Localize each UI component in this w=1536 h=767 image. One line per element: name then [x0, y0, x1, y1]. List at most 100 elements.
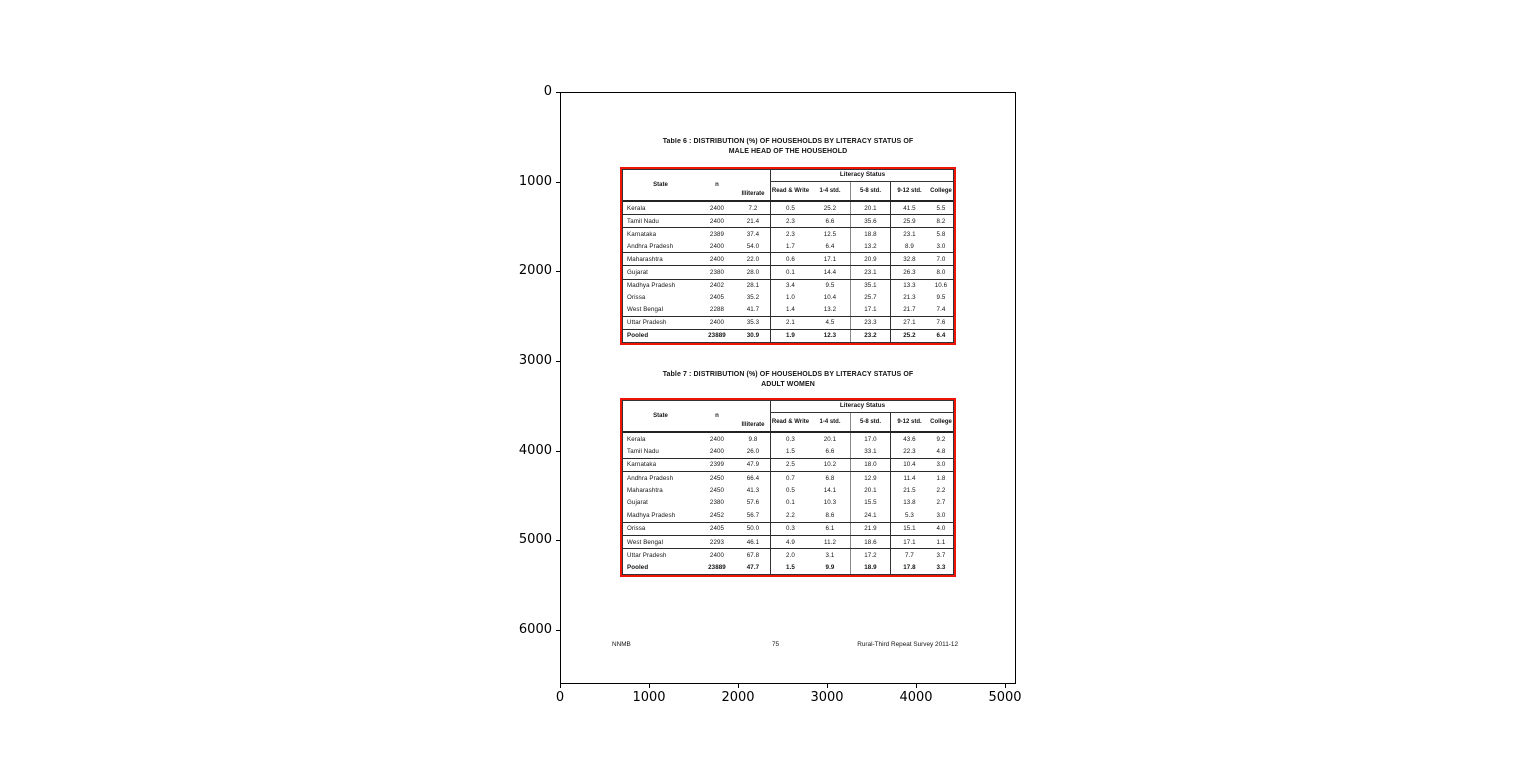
- column-header: Illiterate: [741, 421, 765, 428]
- table-cell: 35.3: [746, 319, 760, 327]
- table-row: Kerala 2400 7.2 0.5 25.2 20.1 41.5 5.5: [623, 202, 953, 216]
- table-cell: 0.3: [770, 522, 810, 535]
- state-name-cell: Pooled: [627, 564, 649, 572]
- group-header: Literacy Status: [770, 401, 954, 413]
- table-6-title-line-2: MALE HEAD OF THE HOUSEHOLD: [728, 147, 848, 155]
- table-row: Gujarat 2380 57.6 0.1 10.3 15.5 13.8 2.7: [623, 496, 953, 510]
- table-cell: 7.7: [890, 549, 928, 562]
- column-header: 9-12 std.: [890, 413, 928, 431]
- y-tick: [556, 540, 560, 541]
- x-tick: [916, 684, 917, 688]
- literacy-table: State n Illiterate Literacy Status Read & Wr…: [622, 169, 954, 343]
- y-tick: [556, 361, 560, 362]
- state-name-cell: Madhya Pradesh: [627, 511, 676, 519]
- x-tick-label: 2000: [721, 690, 755, 705]
- table-cell: 25.2: [823, 204, 837, 212]
- state-name-cell: Madhya Pradesh: [627, 282, 676, 290]
- table-cell: 13.2: [850, 240, 890, 253]
- table-cell: 14.1: [823, 487, 837, 495]
- table-cell: 0.1: [770, 266, 810, 279]
- table-cell: 13.2: [823, 306, 837, 314]
- table-cell: 10.6: [934, 282, 948, 290]
- column-header: Read & Write: [770, 413, 810, 431]
- table-row: Uttar Pradesh 2400 35.3 2.1 4.5 23.3 27.1 7.6: [623, 316, 953, 330]
- table-cell: 9.8: [748, 435, 758, 443]
- state-name-cell: West Bengal: [627, 306, 664, 314]
- table-cell: 1.5: [770, 561, 810, 574]
- x-tick: [827, 684, 828, 688]
- table-row: West Bengal 2288 41.7 1.4 13.2 17.1 21.7 7.4: [623, 303, 953, 317]
- table-cell: 37.4: [746, 230, 760, 238]
- table-cell: 20.1: [850, 202, 890, 215]
- table-cell: 1.5: [770, 445, 810, 458]
- y-tick-label: 3000: [518, 353, 552, 368]
- table-cell: 28.0: [746, 269, 760, 277]
- table-cell: 9.5: [936, 294, 946, 302]
- table-cell: 3.0: [936, 461, 946, 469]
- column-header: 5-8 std.: [850, 413, 890, 431]
- x-tick-label: 1000: [632, 690, 666, 705]
- table-cell: 20.1: [850, 484, 890, 497]
- state-name-cell: Karnataka: [627, 461, 657, 469]
- y-tick: [556, 271, 560, 272]
- table-cell: 8.6: [825, 511, 835, 519]
- state-name-cell: Gujarat: [627, 499, 648, 507]
- table-cell: 2288: [709, 306, 725, 314]
- table-cell: 6.4: [936, 332, 946, 340]
- table-cell: 2405: [709, 525, 725, 533]
- table-cell: 4.0: [936, 525, 946, 533]
- y-tick: [556, 630, 560, 631]
- table-cell: 25.7: [850, 291, 890, 304]
- x-tick: [738, 684, 739, 688]
- table-row: Karnataka 2389 37.4 2.3 12.5 18.8 23.1 5.8: [623, 228, 953, 241]
- table-cell: 17.2: [850, 549, 890, 562]
- table-cell: 2400: [709, 255, 725, 263]
- table-cell: 13.3: [890, 279, 928, 292]
- table-cell: 15.1: [890, 522, 928, 535]
- table-cell: 18.9: [850, 561, 890, 574]
- table-cell: 41.7: [746, 306, 760, 314]
- table-cell: 24.1: [850, 509, 890, 522]
- table-cell: 2389: [709, 230, 725, 238]
- table-cell: 2400: [709, 204, 725, 212]
- column-header: n: [715, 181, 719, 188]
- table-cell: 6.6: [825, 217, 835, 225]
- table-cell: 1.0: [770, 291, 810, 304]
- table-cell: 6.1: [825, 525, 835, 533]
- table-cell: 6.8: [825, 474, 835, 482]
- state-name-cell: West Bengal: [627, 538, 664, 546]
- state-name-cell: Tamil Nadu: [627, 217, 659, 225]
- state-name-cell: Maharashtra: [627, 255, 663, 263]
- table-cell: 2293: [709, 538, 725, 546]
- column-header: 9-12 std.: [890, 182, 928, 200]
- table-cell: 17.1: [890, 535, 928, 549]
- table-row: Karnataka 2399 47.9 2.5 10.2 18.0 10.4 3.0: [623, 458, 953, 473]
- table-cell: 1.7: [770, 240, 810, 253]
- table-row: Pooled 23889 30.9 1.9 12.3 23.2 25.2 6.4: [623, 329, 953, 343]
- y-tick-label: 4000: [518, 443, 552, 458]
- table-cell: 2400: [709, 435, 725, 443]
- table-cell: 12.3: [823, 332, 837, 340]
- column-header: 5-8 std.: [850, 182, 890, 200]
- column-header: State: [653, 181, 668, 188]
- table-cell: 20.9: [850, 253, 890, 266]
- state-name-cell: Tamil Nadu: [627, 448, 659, 456]
- table-cell: 23.1: [890, 228, 928, 241]
- state-name-cell: Orissa: [627, 294, 646, 302]
- table-6-annotation-box: State n Illiterate Literacy Status Read & Wr…: [620, 167, 956, 345]
- table-cell: 9.2: [936, 435, 946, 443]
- table-row: Maharashtra 2450 41.3 0.5 14.1 20.1 21.5 2.2: [623, 484, 953, 497]
- table-cell: 11.4: [890, 472, 928, 485]
- table-cell: 10.4: [890, 458, 928, 472]
- state-name-cell: Uttar Pradesh: [627, 319, 667, 327]
- table-cell: 2405: [709, 294, 725, 302]
- table-7-title: Table 7 : DISTRIBUTION (%) OF HOUSEHOLDS…: [608, 370, 968, 389]
- table-cell: 18.6: [850, 535, 890, 549]
- table-cell: 2.3: [770, 228, 810, 241]
- y-tick: [556, 451, 560, 452]
- table-cell: 10.4: [823, 294, 837, 302]
- table-row: Andhra Pradesh 2450 66.4 0.7 6.8 12.9 11.4 1.8: [623, 472, 953, 485]
- table-cell: 33.1: [850, 445, 890, 458]
